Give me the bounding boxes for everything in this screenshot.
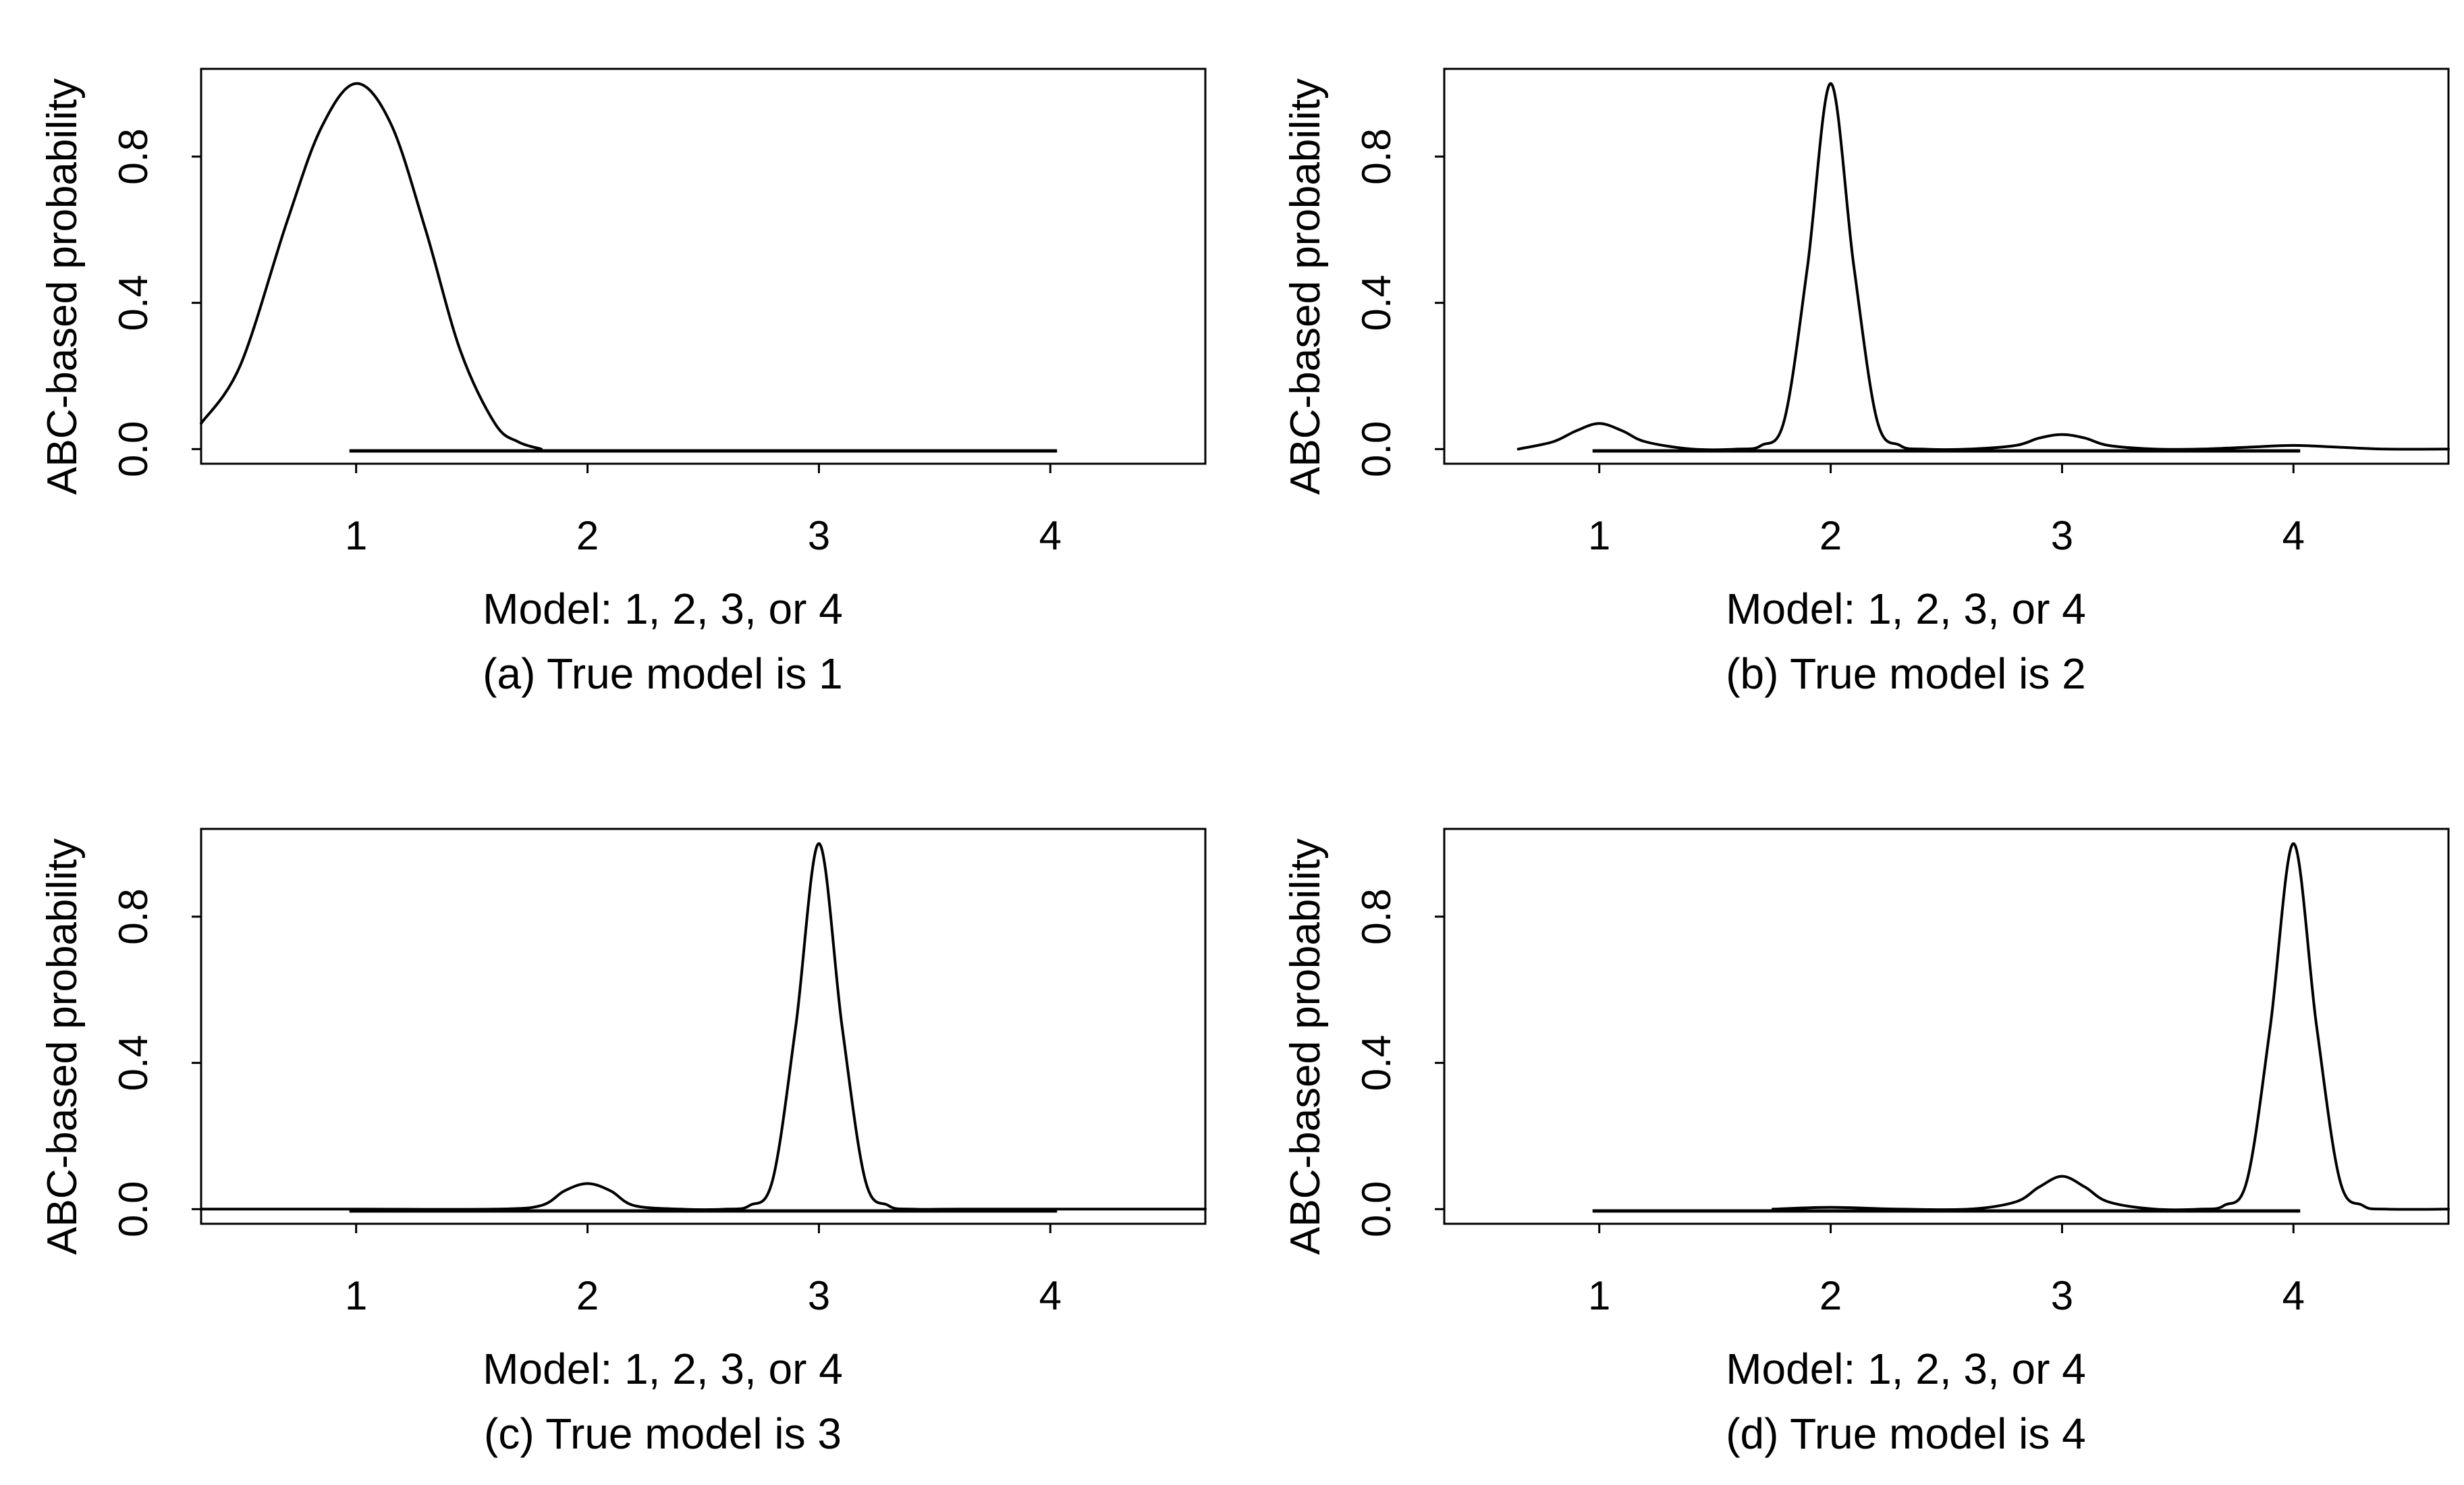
y-tick-label: 0.4: [1354, 1035, 1399, 1091]
y-tick-label: 0.4: [111, 275, 156, 331]
y-axis-title: ABC-based probability: [1282, 78, 1329, 495]
x-tick-label: 4: [2282, 513, 2305, 558]
y-tick-label: 0.0: [111, 1181, 156, 1237]
y-tick-label: 0.8: [1354, 128, 1399, 184]
y-tick-label: 0.8: [1354, 888, 1399, 944]
plot-frame: [200, 828, 1207, 1225]
y-axis-title: ABC-based probability: [1282, 838, 1329, 1255]
y-axis-title: ABC-based probability: [39, 78, 86, 495]
y-tick-label: 0.0: [1354, 1181, 1399, 1237]
chart-panel-4: 1 2 3 4 0.0 0.4 0.8 ABC-based probability Model:…: [1282, 828, 2450, 1458]
x-axis-title: Model: 1, 2, 3, or 4: [1726, 1345, 2086, 1393]
plot-frame: [1443, 68, 2450, 465]
x-tick-label: 4: [2282, 1273, 2305, 1318]
x-tick-label: 3: [808, 513, 830, 558]
x-tick-label: 1: [345, 513, 367, 558]
y-tick-label: 0.0: [1354, 421, 1399, 477]
y-tick-label: 0.0: [111, 421, 156, 477]
x-tick-label: 3: [2051, 1273, 2073, 1318]
density-curve: [200, 82, 543, 451]
x-tick-label: 2: [1819, 1273, 1842, 1318]
chart-panel-1: 1 2 3 4 0.0 0.4 0.8 ABC-based probability Model:…: [39, 68, 1207, 698]
x-axis-title: Model: 1, 2, 3, or 4: [483, 1345, 843, 1393]
x-tick-label: 3: [808, 1273, 830, 1318]
density-curve: [1516, 82, 2450, 452]
x-axis-title: Model: 1, 2, 3, or 4: [483, 585, 843, 633]
plot-frame: [1443, 828, 2450, 1225]
density-curve: [1771, 842, 2450, 1212]
x-tick-label: 4: [1039, 513, 1062, 558]
y-tick-label: 0.4: [1354, 275, 1399, 331]
panel-caption: (b) True model is 2: [1726, 649, 2086, 698]
x-tick-label: 2: [576, 1273, 599, 1318]
y-tick-label: 0.8: [111, 888, 156, 944]
x-tick-label: 1: [345, 1273, 367, 1318]
plot-frame: [200, 68, 1207, 465]
x-tick-label: 4: [1039, 1273, 1062, 1318]
panel-caption: (d) True model is 4: [1726, 1409, 2086, 1458]
x-tick-label: 3: [2051, 513, 2073, 558]
y-axis-title: ABC-based probability: [39, 838, 86, 1255]
chart-panel-2: 1 2 3 4 0.0 0.4 0.8 ABC-based probability Model:…: [1282, 68, 2450, 698]
x-axis-title: Model: 1, 2, 3, or 4: [1726, 585, 2086, 633]
x-tick-label: 1: [1588, 513, 1610, 558]
panel-caption: (c) True model is 3: [484, 1409, 842, 1458]
chart-panel-3: 1 2 3 4 0.0 0.4 0.8 ABC-based probability Model:…: [39, 828, 1207, 1458]
y-tick-label: 0.4: [111, 1035, 156, 1091]
x-tick-label: 1: [1588, 1273, 1610, 1318]
y-tick-label: 0.8: [111, 128, 156, 184]
panel-caption: (a) True model is 1: [483, 649, 843, 698]
x-tick-label: 2: [1819, 513, 1842, 558]
density-curve: [200, 842, 1207, 1211]
x-tick-label: 2: [576, 513, 599, 558]
